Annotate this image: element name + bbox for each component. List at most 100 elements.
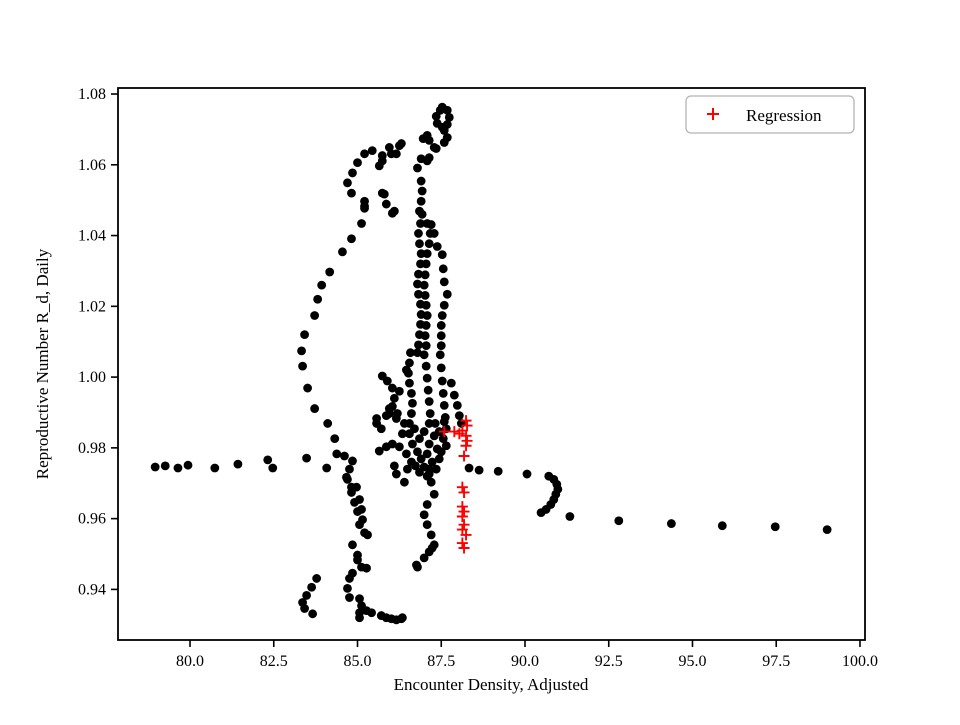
axis-ticks: 80.0 82.5 85.0 87.5 90.0 92.5 95.0 97.5 100.0 0.9… bbox=[78, 86, 878, 670]
data-point bbox=[300, 330, 309, 340]
data-point bbox=[416, 196, 426, 206]
data-point bbox=[414, 229, 423, 238]
data-point bbox=[391, 414, 401, 423]
data-point bbox=[348, 456, 357, 466]
data-point bbox=[432, 242, 442, 251]
data-point bbox=[423, 385, 433, 395]
data-point bbox=[614, 516, 624, 526]
data-point bbox=[422, 449, 432, 459]
regression-point bbox=[458, 506, 470, 518]
data-point bbox=[422, 311, 432, 320]
data-point bbox=[439, 417, 449, 427]
data-point bbox=[770, 522, 780, 532]
data-point bbox=[416, 219, 425, 228]
data-point bbox=[348, 168, 357, 178]
data-point bbox=[420, 331, 430, 341]
y-tick-label: 0.94 bbox=[78, 581, 106, 598]
data-point bbox=[408, 398, 417, 408]
regression-point bbox=[460, 529, 472, 541]
data-point bbox=[424, 464, 434, 474]
regression-point bbox=[458, 542, 470, 554]
data-point bbox=[406, 348, 415, 358]
data-point bbox=[297, 346, 306, 356]
data-point bbox=[415, 434, 424, 444]
data-point bbox=[343, 474, 352, 484]
data-point bbox=[407, 409, 416, 418]
data-point bbox=[421, 321, 431, 330]
y-tick-label: 1.08 bbox=[78, 86, 106, 103]
data-point bbox=[360, 528, 369, 538]
data-point bbox=[416, 176, 426, 186]
data-point bbox=[310, 311, 320, 320]
data-point bbox=[421, 361, 431, 371]
data-point bbox=[405, 378, 414, 388]
data-point bbox=[150, 462, 160, 472]
data-point bbox=[429, 229, 439, 238]
data-point bbox=[391, 149, 401, 159]
data-point bbox=[436, 321, 446, 330]
x-tick-label: 85.0 bbox=[344, 653, 372, 670]
data-point bbox=[421, 300, 431, 310]
data-point bbox=[394, 442, 404, 452]
x-tick-label: 82.5 bbox=[260, 653, 288, 670]
data-point bbox=[391, 469, 401, 479]
data-point bbox=[416, 454, 426, 464]
data-point bbox=[357, 219, 366, 228]
data-point bbox=[210, 463, 220, 473]
data-point bbox=[422, 373, 432, 383]
data-point bbox=[414, 340, 423, 350]
data-point bbox=[325, 267, 335, 277]
data-point bbox=[377, 188, 387, 198]
data-point bbox=[302, 453, 311, 463]
legend: Regression bbox=[685, 95, 855, 134]
regression-point bbox=[456, 511, 468, 523]
data-point bbox=[431, 144, 441, 153]
data-point bbox=[387, 439, 397, 449]
data-point bbox=[417, 186, 427, 196]
x-tick-label: 87.5 bbox=[427, 653, 455, 670]
data-point bbox=[389, 206, 399, 216]
data-point bbox=[317, 280, 327, 290]
data-point bbox=[439, 277, 449, 287]
data-point bbox=[717, 521, 727, 531]
data-point bbox=[374, 446, 384, 456]
data-point bbox=[362, 563, 371, 573]
data-point bbox=[666, 519, 676, 528]
data-point bbox=[416, 249, 426, 258]
data-point bbox=[437, 376, 447, 386]
data-point bbox=[452, 401, 462, 410]
data-point bbox=[389, 393, 399, 403]
data-point bbox=[348, 540, 357, 550]
data-point bbox=[387, 383, 397, 393]
data-point bbox=[474, 465, 484, 475]
data-point bbox=[438, 434, 448, 444]
x-tick-label: 80.0 bbox=[176, 653, 204, 670]
data-point bbox=[322, 463, 332, 473]
regression-point bbox=[458, 486, 470, 498]
data-point bbox=[424, 547, 434, 557]
y-tick-label: 0.98 bbox=[78, 440, 106, 457]
data-point bbox=[360, 196, 369, 206]
data-point bbox=[422, 249, 432, 258]
data-point bbox=[434, 454, 444, 464]
y-tick-label: 0.96 bbox=[78, 511, 106, 528]
legend-plus-glyph bbox=[707, 108, 719, 120]
data-point bbox=[441, 441, 451, 451]
data-point bbox=[400, 477, 409, 487]
data-point bbox=[421, 341, 431, 350]
data-point bbox=[410, 424, 419, 434]
data-point bbox=[422, 500, 432, 509]
data-point bbox=[367, 146, 377, 156]
regression-point bbox=[456, 537, 468, 549]
data-point bbox=[439, 300, 449, 310]
data-point bbox=[340, 451, 349, 461]
data-point bbox=[387, 402, 397, 411]
data-point bbox=[160, 461, 170, 471]
data-point bbox=[347, 234, 356, 244]
data-point bbox=[376, 424, 386, 434]
data-point bbox=[437, 311, 447, 320]
data-point bbox=[308, 609, 318, 619]
data-point bbox=[394, 386, 404, 396]
regression-point bbox=[458, 450, 470, 462]
data-point bbox=[419, 427, 429, 436]
